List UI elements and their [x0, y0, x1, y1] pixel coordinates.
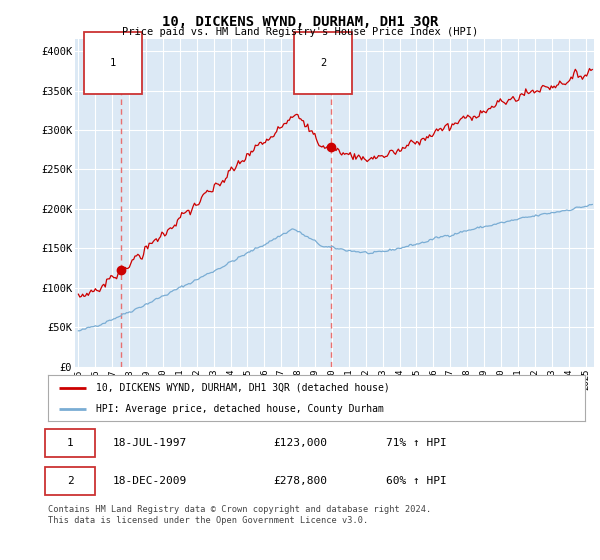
- Text: 2: 2: [67, 476, 73, 486]
- Text: 18-JUL-1997: 18-JUL-1997: [112, 438, 187, 448]
- Text: 18-DEC-2009: 18-DEC-2009: [112, 476, 187, 486]
- Text: 60% ↑ HPI: 60% ↑ HPI: [386, 476, 447, 486]
- Text: £278,800: £278,800: [274, 476, 328, 486]
- Text: 10, DICKENS WYND, DURHAM, DH1 3QR (detached house): 10, DICKENS WYND, DURHAM, DH1 3QR (detac…: [97, 382, 390, 393]
- Text: 10, DICKENS WYND, DURHAM, DH1 3QR: 10, DICKENS WYND, DURHAM, DH1 3QR: [162, 15, 438, 29]
- Text: Price paid vs. HM Land Registry's House Price Index (HPI): Price paid vs. HM Land Registry's House …: [122, 27, 478, 37]
- Text: 1: 1: [67, 438, 73, 448]
- Text: Contains HM Land Registry data © Crown copyright and database right 2024.
This d: Contains HM Land Registry data © Crown c…: [48, 505, 431, 525]
- Text: HPI: Average price, detached house, County Durham: HPI: Average price, detached house, Coun…: [97, 404, 384, 414]
- Text: 2: 2: [320, 58, 326, 68]
- FancyBboxPatch shape: [46, 467, 95, 495]
- Text: £123,000: £123,000: [274, 438, 328, 448]
- Text: 71% ↑ HPI: 71% ↑ HPI: [386, 438, 447, 448]
- Text: 1: 1: [110, 58, 116, 68]
- FancyBboxPatch shape: [46, 429, 95, 457]
